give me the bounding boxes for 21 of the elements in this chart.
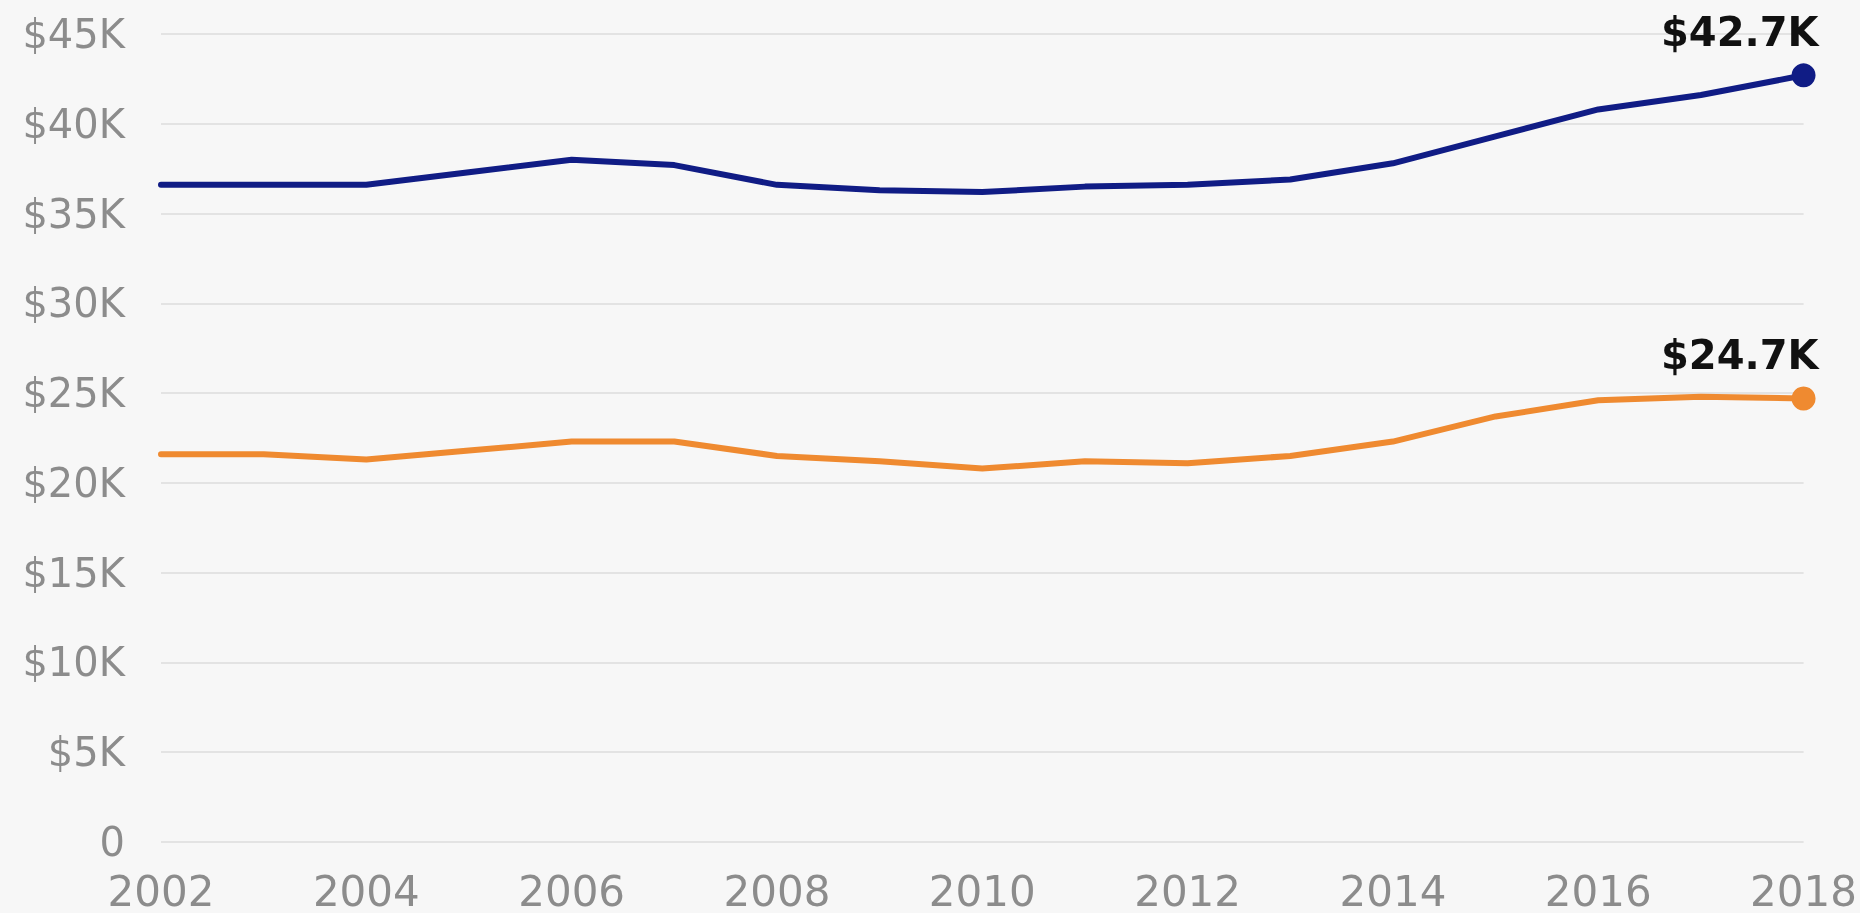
x-tick-label: 2006 (518, 866, 626, 913)
x-tick-label: 2014 (1339, 866, 1447, 913)
y-tick-label: $45K (22, 11, 127, 57)
x-tick-label: 2004 (312, 866, 420, 913)
x-tick-label: 2002 (107, 866, 215, 913)
y-tick-label: $40K (22, 100, 127, 147)
y-tick-label: $15K (22, 549, 127, 596)
y-tick-label: $30K (22, 280, 127, 327)
data-label: $42.7K (1661, 9, 1821, 56)
y-tick-label: $35K (22, 190, 127, 237)
x-tick-label: 2016 (1544, 866, 1652, 913)
x-tick-label: 2018 (1750, 866, 1857, 913)
y-tick-label: 0 (99, 819, 125, 865)
x-tick-label: 2010 (928, 866, 1036, 913)
data-label: $24.7K (1661, 332, 1821, 379)
x-tick-label: 2008 (723, 866, 831, 913)
y-tick-label: $20K (22, 459, 127, 506)
x-tick-label: 2012 (1134, 866, 1242, 913)
y-tick-label: $10K (22, 639, 127, 686)
y-tick-label: $5K (47, 729, 127, 776)
y-tick-label: $25K (22, 370, 127, 417)
